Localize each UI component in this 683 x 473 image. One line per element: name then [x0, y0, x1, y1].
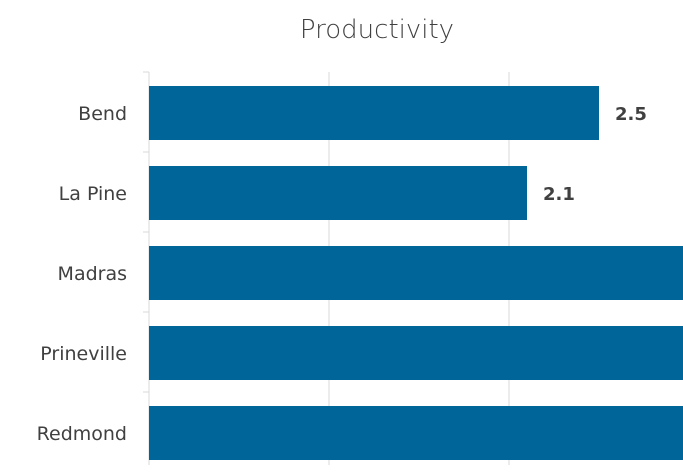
bar-redmond [149, 406, 683, 460]
bar-bend [149, 86, 599, 140]
category-label: Bend [78, 103, 127, 125]
bars [149, 86, 683, 460]
category-label: Prineville [40, 343, 127, 365]
category-label: Madras [58, 263, 127, 285]
bar-prineville [149, 326, 683, 380]
data-label: 2.5 [615, 104, 647, 125]
bar-madras [149, 246, 683, 300]
category-label: La Pine [59, 183, 127, 205]
category-axis [143, 71, 150, 473]
chart-title: Productivity [300, 15, 454, 45]
category-label: Redmond [37, 423, 127, 445]
data-label: 2.1 [543, 184, 575, 205]
bar-la-pine [149, 166, 527, 220]
